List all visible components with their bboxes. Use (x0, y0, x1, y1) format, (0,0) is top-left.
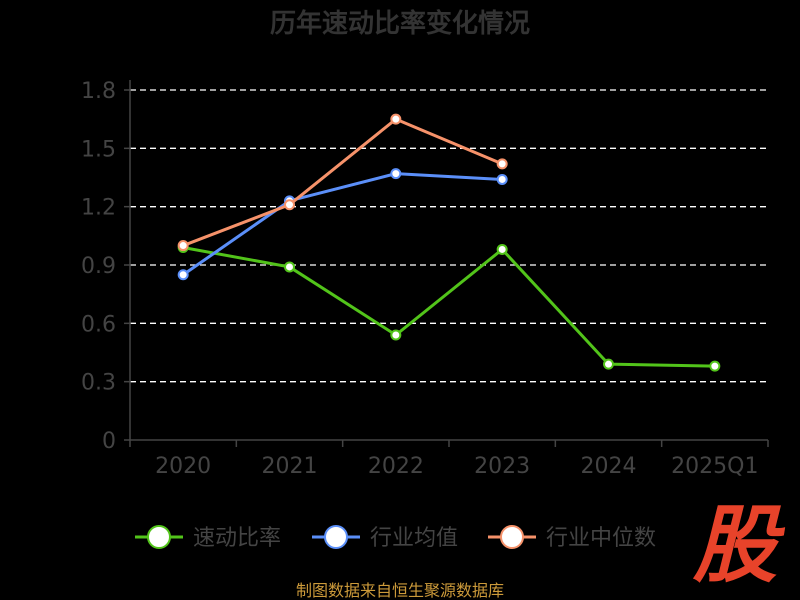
chart-title: 历年速动比率变化情况 (270, 8, 530, 39)
grid-layer (130, 89, 768, 383)
y-tick-label: 1.5 (81, 137, 116, 162)
series-2 (177, 113, 508, 252)
y-tick-label: 1.2 (81, 196, 116, 221)
legend-label: 速动比率 (193, 526, 281, 551)
legend-label: 行业中位数 (546, 526, 656, 551)
legend-item: 行业均值 (312, 525, 458, 551)
data-point (496, 173, 508, 185)
data-point (284, 261, 295, 273)
x-tick-label: 2022 (368, 454, 424, 479)
series-0 (177, 242, 721, 372)
series-line (182, 172, 503, 276)
data-point (390, 168, 402, 180)
data-point (390, 329, 402, 341)
series-layer (177, 113, 721, 372)
axis-layer: 0 0.3 0.6 0.9 1.2 1.5 1.8 2020 2021 2022 2023 2024 2… (81, 79, 769, 479)
legend-marker (324, 525, 348, 549)
brand-logo: 股 (692, 496, 786, 594)
data-point (709, 360, 721, 372)
data-point (603, 358, 614, 370)
data-point (390, 113, 402, 125)
y-tick-label: 0 (102, 429, 116, 454)
data-point (177, 240, 189, 252)
legend-marker (147, 525, 171, 549)
x-tick-label: 2020 (155, 454, 211, 479)
series-line (182, 117, 503, 247)
x-tick-label: 2025Q1 (671, 454, 758, 479)
data-point (496, 158, 508, 170)
series-line (182, 246, 715, 368)
x-tick-label: 2021 (262, 454, 318, 479)
x-tick-label: 2024 (581, 454, 637, 479)
y-tick-label: 1.8 (81, 79, 116, 104)
legend-item: 行业中位数 (488, 525, 656, 551)
legend-marker (500, 525, 524, 549)
legend-item: 速动比率 (135, 525, 281, 551)
legend-label: 行业均值 (370, 526, 458, 551)
source-note: 制图数据来自恒生聚源数据库 (296, 581, 504, 600)
data-point (177, 269, 189, 281)
series-1 (177, 168, 508, 281)
data-point (496, 243, 508, 255)
y-tick-label: 0.3 (81, 371, 116, 396)
data-point (284, 199, 295, 211)
legend: 速动比率 行业均值 行业中位数 (135, 525, 656, 551)
y-tick-label: 0.9 (81, 254, 116, 279)
y-tick-label: 0.6 (81, 312, 116, 337)
x-tick-label: 2023 (474, 454, 530, 479)
